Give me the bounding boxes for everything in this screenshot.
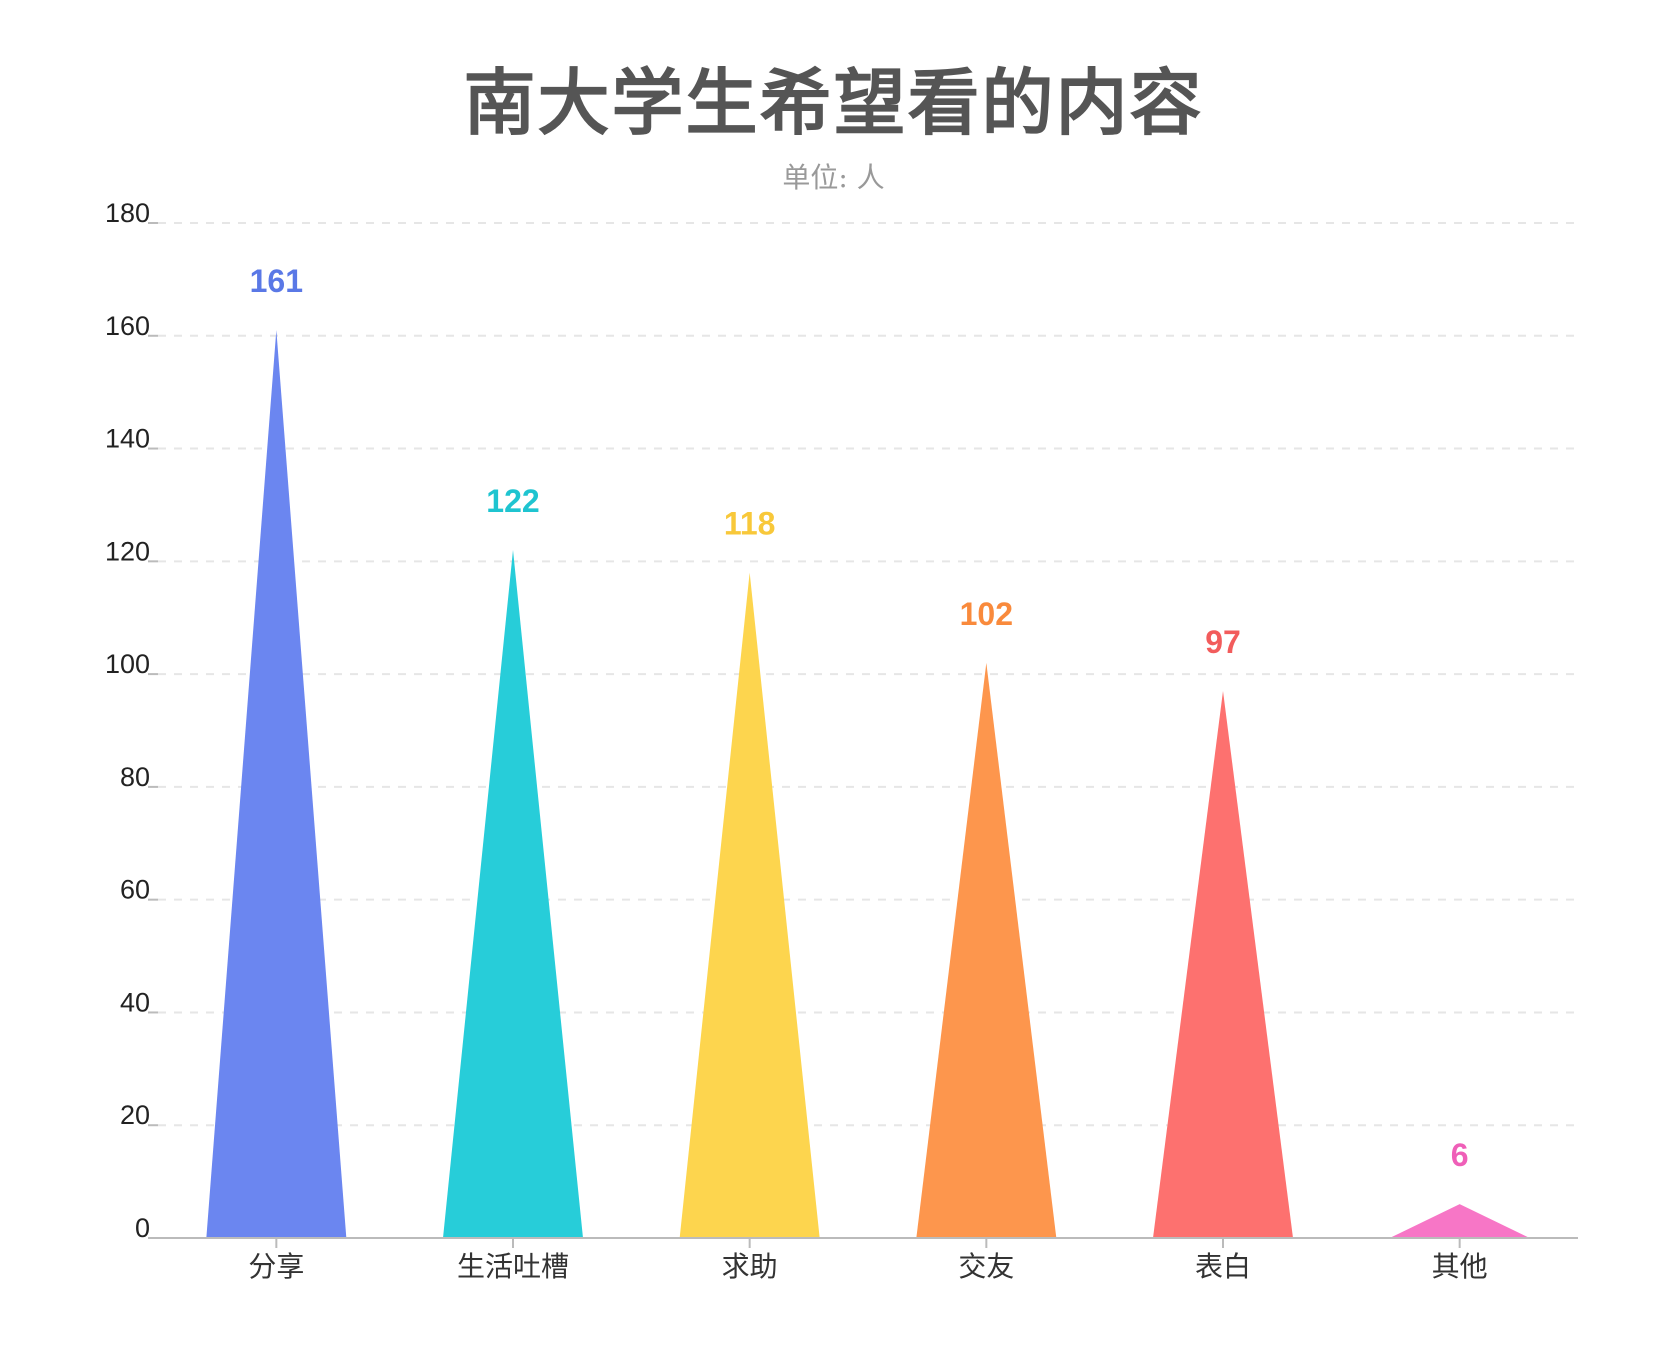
y-tick-label: 100	[105, 649, 150, 679]
bars	[206, 330, 1530, 1238]
y-tick-label: 40	[120, 987, 150, 1017]
x-tick-label: 表白	[1195, 1250, 1251, 1283]
bar-6	[1389, 1204, 1530, 1238]
data-label-4: 102	[960, 596, 1013, 632]
x-tick-label: 交友	[958, 1250, 1014, 1283]
data-labels: 161 122 118 102 97 6	[250, 263, 1469, 1173]
data-label-1: 161	[250, 263, 303, 299]
bar-4	[916, 662, 1057, 1238]
x-tick-label: 求助	[722, 1250, 778, 1283]
y-axis: 0 20 40 60 80 100 120 140 160 180	[105, 198, 158, 1243]
x-axis: 分享 生活吐槽 求助 交友 表白 其他	[158, 1237, 1578, 1283]
grid-lines	[158, 222, 1578, 1127]
data-label-6: 6	[1451, 1137, 1469, 1173]
chart-subtitle: 单位: 人	[782, 161, 885, 194]
y-tick-label: 160	[105, 311, 150, 341]
y-tick-label: 180	[105, 198, 150, 228]
data-label-5: 97	[1205, 624, 1241, 660]
chart-title: 南大学生希望看的内容	[463, 61, 1204, 145]
y-tick-label: 140	[105, 424, 150, 454]
x-tick-label: 分享	[248, 1250, 304, 1283]
y-tick-label: 20	[120, 1100, 150, 1130]
y-tick-label: 0	[135, 1213, 150, 1243]
x-tick-label: 生活吐槽	[457, 1250, 569, 1283]
x-tick-label: 其他	[1432, 1250, 1488, 1283]
y-tick-label: 80	[120, 762, 150, 792]
bar-2	[443, 550, 583, 1238]
data-label-2: 122	[486, 483, 539, 519]
y-tick-label: 120	[105, 536, 150, 566]
bar-5	[1153, 691, 1293, 1238]
bar-1	[206, 330, 347, 1238]
bar-3	[679, 572, 820, 1238]
data-label-3: 118	[724, 506, 776, 542]
y-tick-label: 60	[120, 875, 150, 905]
